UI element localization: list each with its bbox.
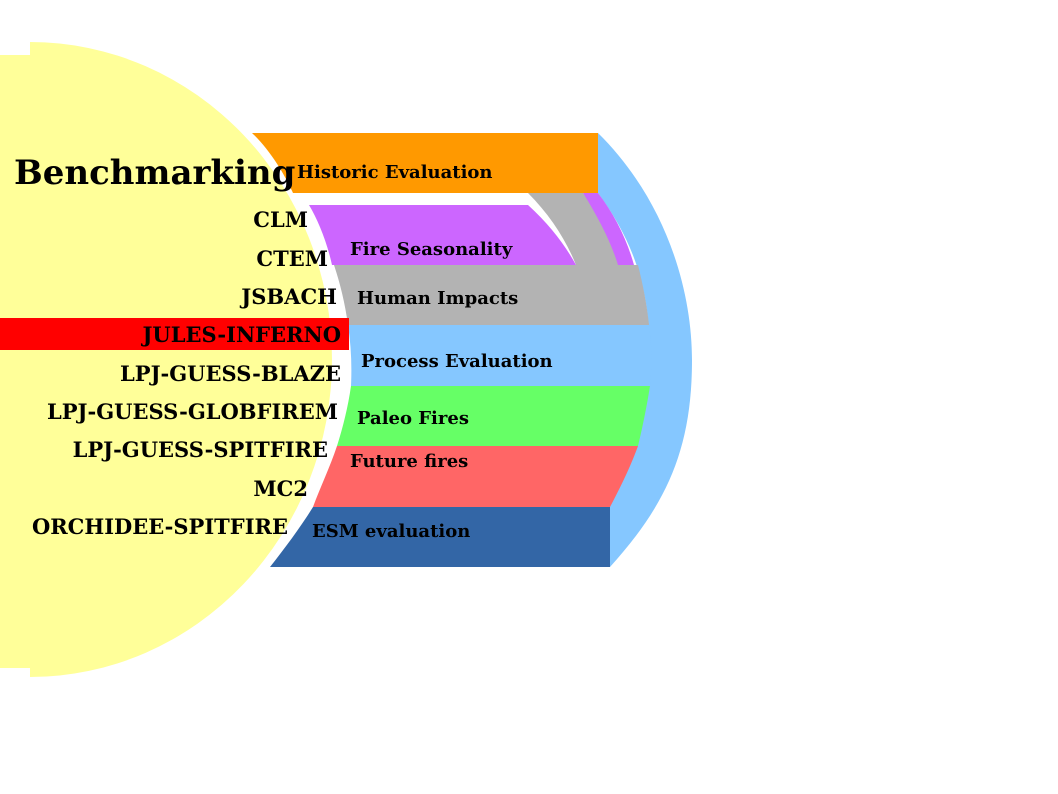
- model-label-clm: CLM: [253, 207, 308, 232]
- band-label-esm-evaluation: ESM evaluation: [312, 521, 470, 542]
- connector-arc-outer: [560, 133, 692, 567]
- band-fire-seasonality: [309, 205, 576, 265]
- model-label-lpj-guess-spitfire: LPJ-GUESS-SPITFIRE: [73, 437, 328, 462]
- band-paleo-fires: [337, 386, 650, 446]
- model-highlight-jules-inferno: [0, 318, 349, 350]
- band-label-process-evaluation: Process Evaluation: [361, 351, 553, 372]
- model-label-jsbach: JSBACH: [239, 284, 337, 309]
- band-historic-evaluation: [252, 133, 598, 193]
- benchmarking-circle: [0, 42, 332, 677]
- band-label-paleo-fires: Paleo Fires: [357, 408, 469, 429]
- model-label-lpj-guess-blaze: LPJ-GUESS-BLAZE: [120, 361, 341, 386]
- model-label-mc2: MC2: [253, 476, 308, 501]
- band-process-evaluation: [348, 325, 652, 386]
- model-label-lpj-guess-globfirem: LPJ-GUESS-GLOBFIREM: [47, 399, 338, 424]
- band-label-future-fires: Future fires: [350, 451, 468, 472]
- diagram-title: Benchmarking: [14, 153, 295, 193]
- connector-historic-human: [528, 193, 618, 265]
- band-esm-evaluation: [270, 507, 610, 567]
- band-label-fire-seasonality: Fire Seasonality: [350, 239, 513, 260]
- band-label-historic-evaluation: Historic Evaluation: [297, 162, 493, 183]
- band-future-fires: [313, 446, 638, 507]
- model-label-ctem: CTEM: [256, 246, 328, 271]
- band-label-human-impacts: Human Impacts: [357, 288, 518, 309]
- connector-historic-seasonality: [583, 193, 634, 265]
- band-human-impacts: [334, 265, 649, 325]
- model-label-jules-inferno: JULES-INFERNO: [140, 322, 341, 347]
- model-label-orchidee-spitfire: ORCHIDEE-SPITFIRE: [32, 514, 288, 539]
